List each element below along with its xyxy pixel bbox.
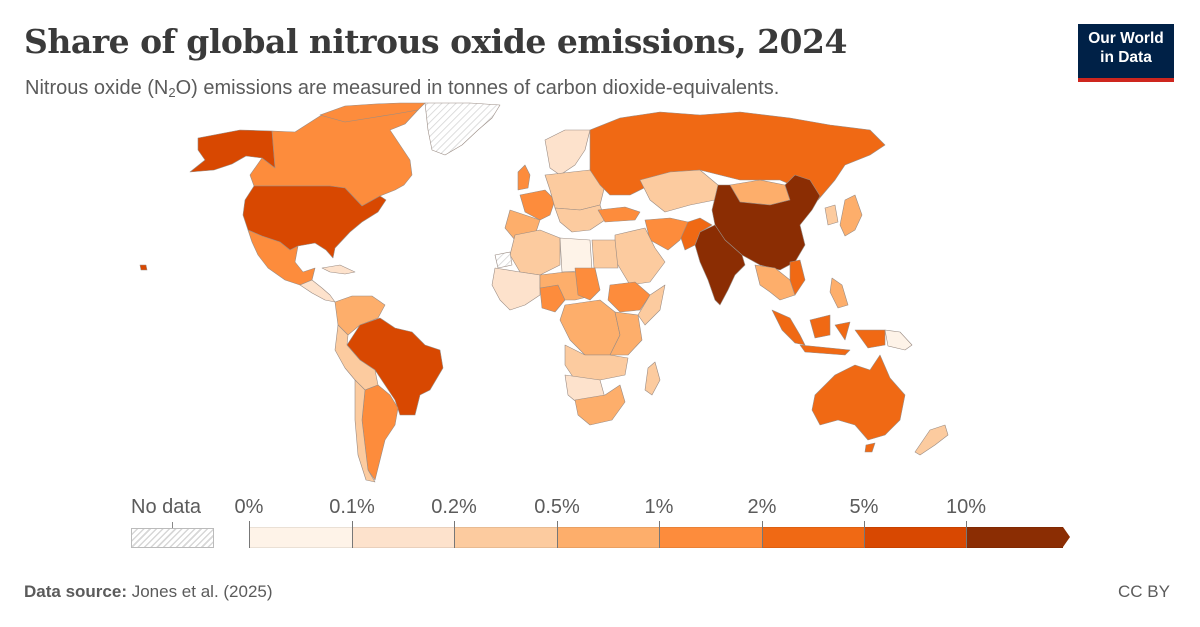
region-angola-zambia[interactable]	[564, 344, 629, 381]
legend-tick	[249, 521, 250, 548]
owid-logo[interactable]: Our World in Data	[1078, 24, 1174, 82]
world-map[interactable]	[120, 100, 1020, 490]
map-legend: No data 0% 0.1% 0.2% 0.5% 1% 2% 5% 10%	[0, 492, 1200, 552]
region-scandinavia[interactable]	[544, 129, 591, 176]
region-ethiopia[interactable]	[607, 281, 651, 313]
legend-bin-1[interactable]	[352, 527, 454, 548]
region-greenland[interactable]	[424, 102, 501, 156]
region-east-africa[interactable]	[609, 311, 643, 356]
legend-bin-3[interactable]	[557, 527, 659, 548]
region-north-africa-west[interactable]	[509, 229, 561, 276]
legend-tick-label: 5%	[849, 496, 879, 518]
region-australia[interactable]	[811, 354, 906, 441]
legend-tick-label: 10%	[945, 496, 987, 518]
region-cuba[interactable]	[321, 264, 356, 275]
region-south-africa[interactable]	[574, 384, 626, 426]
data-source: Data source: Jones et al. (2025)	[24, 582, 273, 602]
region-papua-new-guinea[interactable]	[884, 329, 913, 351]
region-sudan[interactable]	[574, 267, 601, 301]
data-source-link[interactable]: Jones et al. (2025)	[131, 582, 273, 601]
legend-tick-label: 0.1%	[329, 496, 375, 518]
legend-overflow-arrow	[1063, 527, 1070, 547]
legend-bin-5[interactable]	[762, 527, 864, 548]
region-mexico[interactable]	[247, 229, 316, 286]
legend-tick-label: 0%	[234, 496, 264, 518]
region-libya[interactable]	[559, 237, 593, 273]
region-se-asia[interactable]	[754, 264, 796, 301]
region-italy-balkans[interactable]	[554, 204, 606, 233]
region-uk[interactable]	[517, 164, 531, 191]
legend-bin-6[interactable]	[864, 527, 966, 548]
region-central-america[interactable]	[299, 279, 336, 303]
legend-bin-2[interactable]	[454, 527, 557, 548]
data-source-label: Data source:	[24, 582, 127, 601]
region-somalia[interactable]	[637, 284, 666, 326]
region-korea[interactable]	[824, 204, 839, 226]
legend-no-data-label: No data	[131, 496, 202, 518]
region-alaska[interactable]	[189, 129, 276, 173]
legend-tick-label: 2%	[747, 496, 777, 518]
region-turkey[interactable]	[597, 206, 641, 223]
legend-tick	[864, 521, 865, 548]
region-canada-arctic[interactable]	[319, 102, 426, 123]
region-egypt[interactable]	[591, 239, 619, 269]
region-japan[interactable]	[839, 194, 863, 237]
legend-bin-4[interactable]	[659, 527, 762, 548]
legend-tick	[352, 521, 353, 548]
legend-tick	[454, 521, 455, 548]
legend-tick	[557, 521, 558, 548]
legend-tick	[659, 521, 660, 548]
logo-line-1: Our World	[1088, 30, 1164, 47]
region-india[interactable]	[694, 224, 746, 306]
region-west-africa[interactable]	[491, 267, 541, 311]
region-new-zealand[interactable]	[914, 424, 949, 456]
legend-tick-label: 0.2%	[431, 496, 477, 518]
legend-no-data-swatch[interactable]	[131, 528, 214, 548]
legend-tick-label: 1%	[644, 496, 674, 518]
legend-tick-label: 0.5%	[534, 496, 580, 518]
region-indonesia[interactable]	[771, 309, 886, 356]
legend-no-data-tick	[172, 522, 173, 528]
chart-subtitle: Nitrous oxide (N2O) emissions are measur…	[25, 77, 780, 100]
license-link[interactable]: CC BY	[1118, 582, 1170, 601]
region-western-sahara[interactable]	[494, 251, 513, 269]
chart-title: Share of global nitrous oxide emissions,…	[24, 22, 847, 61]
legend-bin-0[interactable]	[249, 527, 352, 548]
legend-tick	[762, 521, 763, 548]
logo-line-2: in Data	[1100, 49, 1152, 66]
region-philippines[interactable]	[829, 277, 849, 309]
region-france-spain[interactable]	[519, 189, 556, 221]
legend-tick	[966, 521, 967, 548]
region-russia[interactable]	[589, 111, 886, 201]
region-madagascar[interactable]	[644, 361, 661, 396]
region-tasmania[interactable]	[864, 442, 876, 453]
legend-bin-7[interactable]	[966, 527, 1063, 548]
logo-accent-bar	[1078, 78, 1174, 82]
region-chile[interactable]	[354, 379, 376, 483]
region-vietnam[interactable]	[789, 259, 806, 296]
region-hawaii[interactable]	[139, 264, 148, 271]
